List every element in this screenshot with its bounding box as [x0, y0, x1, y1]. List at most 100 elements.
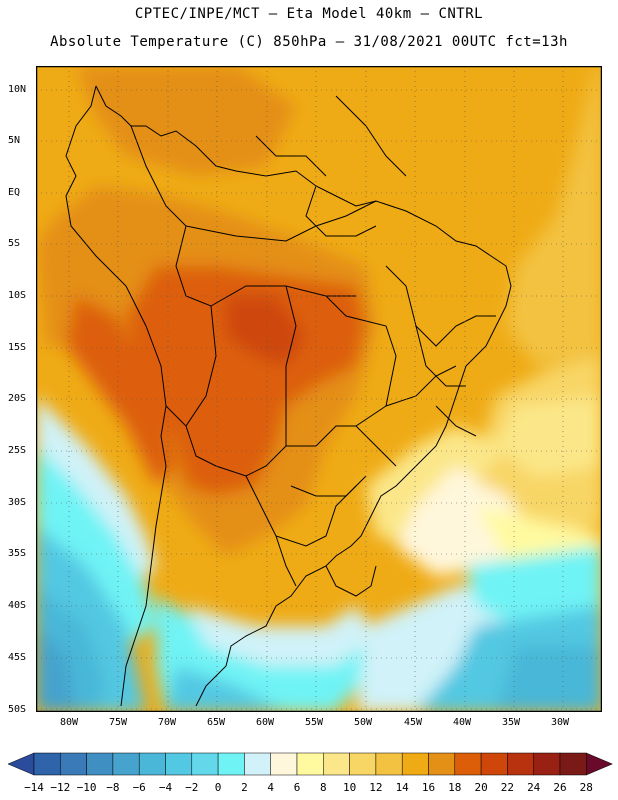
colorbar-label: −4: [158, 781, 173, 794]
border-13: [415, 325, 466, 387]
temperature-map: [36, 66, 602, 712]
field-se-cyan: [466, 546, 602, 626]
lon-label: 70W: [157, 717, 177, 728]
lat-label: 20S: [8, 393, 27, 404]
colorbar-swatch: [191, 752, 219, 776]
border-2: [185, 200, 377, 242]
colorbar-swatch: [533, 752, 561, 776]
border-14: [435, 405, 477, 437]
lon-label: 60W: [255, 717, 275, 728]
lat-label: 5S: [8, 238, 21, 249]
colorbar-label: 26: [553, 781, 567, 794]
colorbar-swatch: [507, 752, 534, 776]
colorbar-label: 22: [500, 781, 515, 794]
lat-label: 15S: [8, 342, 27, 353]
lat-label: 10N: [8, 84, 27, 95]
lon-label: 80W: [59, 717, 79, 728]
colorbar-swatch: [244, 752, 271, 776]
colorbar-swatch: [217, 752, 245, 776]
lon-label: 40W: [452, 717, 472, 728]
colorbar-label: 28: [579, 781, 593, 794]
colorbar-label: −8: [106, 781, 120, 794]
lon-label: 35W: [501, 717, 521, 728]
field-hot-core: [126, 266, 366, 496]
colorbar-label: −2: [185, 781, 199, 794]
lon-label: 45W: [403, 717, 423, 728]
lon-label: 75W: [108, 717, 128, 728]
border-15: [305, 185, 377, 237]
colorbar-swatch: [138, 752, 166, 776]
title-line-2: Absolute Temperature (C) 850hPa – 31/08/…: [50, 34, 568, 50]
colorbar-label: 8: [319, 781, 327, 794]
border-10: [275, 535, 297, 587]
colorbar-label: 6: [293, 781, 301, 794]
colorbar-swatch: [60, 752, 87, 776]
colorbar-label: 2: [241, 781, 248, 794]
lat-label: 5N: [8, 135, 21, 146]
colorbar-end-right: [586, 752, 613, 776]
colorbar-label: 10: [342, 781, 357, 794]
colorbar-label: 18: [448, 781, 462, 794]
lat-label: 25S: [8, 445, 27, 456]
field-se-pale: [356, 586, 516, 712]
border-4: [285, 285, 387, 447]
colorbar-label: 20: [474, 781, 488, 794]
colorbar-label: 14: [395, 781, 409, 794]
colorbar-label: 12: [369, 781, 383, 794]
title-line-1: CPTEC/INPE/MCT – Eta Model 40km – CNTRL: [134, 6, 484, 22]
colorbar-swatch: [323, 752, 350, 776]
border-7: [325, 295, 457, 407]
colorbar-swatch: [401, 752, 429, 776]
colorbar-swatch: [559, 752, 587, 776]
border-12: [385, 265, 496, 347]
colorbar-label: 4: [267, 781, 274, 794]
colorbar: [7, 752, 613, 776]
colorbar-label: −12: [50, 781, 71, 794]
field-pac-cream: [36, 396, 156, 586]
colorbar-label: −10: [76, 781, 97, 794]
border-3: [185, 305, 287, 477]
lon-label: 50W: [353, 717, 373, 728]
country-borders: [65, 85, 512, 707]
colorbar-swatch: [33, 752, 61, 776]
border-6: [165, 405, 187, 427]
lon-label: 30W: [550, 717, 570, 728]
field-south-pale: [186, 606, 376, 666]
colorbar-label: −6: [132, 781, 146, 794]
colorbar-swatch: [270, 752, 298, 776]
field-se-blue2: [496, 646, 602, 712]
field-ne-atlantic: [506, 66, 602, 366]
lon-label: 65W: [206, 717, 226, 728]
border-5: [245, 475, 357, 547]
field-hot-andes: [66, 296, 176, 486]
colorbar-swatch: [454, 752, 482, 776]
colorbar-swatch: [428, 752, 456, 776]
lat-label: 40S: [8, 600, 27, 611]
coastline-main: [95, 85, 512, 707]
colorbar-label: 24: [527, 781, 541, 794]
colorbar-swatch: [375, 752, 403, 776]
lon-label: 55W: [304, 717, 324, 728]
lat-label: 50S: [8, 704, 27, 715]
colorbar-swatch: [349, 752, 377, 776]
border-11: [325, 565, 377, 597]
colorbar-swatch: [296, 752, 324, 776]
lat-label: 45S: [8, 652, 27, 663]
map-border: [36, 66, 602, 712]
colorbar-swatch: [165, 752, 193, 776]
lat-label: 30S: [8, 497, 27, 508]
colorbar-label: −14: [24, 781, 44, 794]
colorbar-label: 16: [421, 781, 436, 794]
colorbar-swatch: [112, 752, 140, 776]
field-north-orange: [76, 66, 296, 176]
field-south-blue: [166, 666, 286, 712]
field-atlantic-light: [496, 396, 602, 476]
colorbar-swatch: [480, 752, 508, 776]
lat-label: EQ: [8, 187, 21, 198]
field-pac-deep: [36, 626, 76, 712]
border-9: [290, 475, 367, 497]
lat-label: 10S: [8, 290, 27, 301]
field-hot-spot: [226, 296, 306, 366]
colorbar-end-left: [7, 752, 35, 776]
colorbar-swatch: [86, 752, 114, 776]
